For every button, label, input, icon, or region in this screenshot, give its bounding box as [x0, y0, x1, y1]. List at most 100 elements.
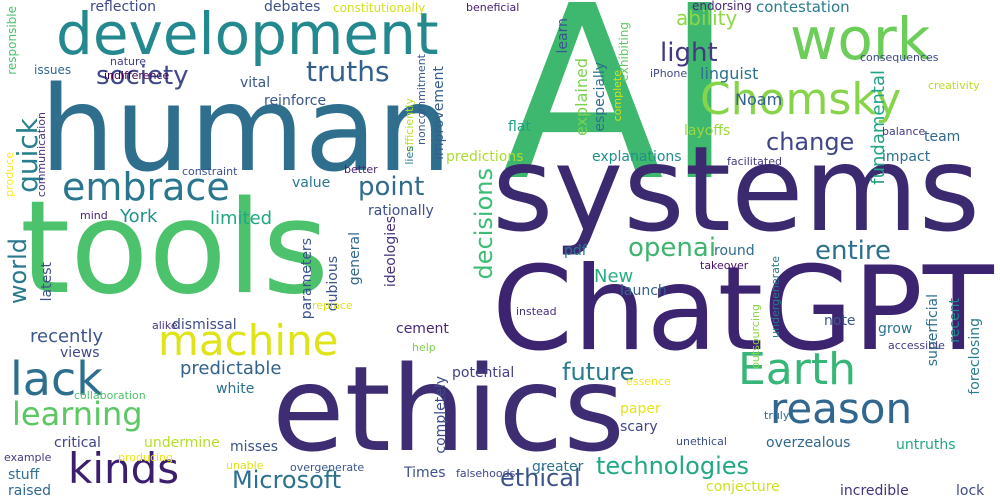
word: raised	[8, 483, 52, 499]
word: potential	[452, 365, 515, 381]
word: unable	[226, 459, 264, 472]
word: takeover	[700, 259, 749, 272]
word: better	[344, 163, 378, 176]
word: point	[358, 172, 425, 202]
word: beneficial	[466, 1, 520, 14]
word: reason	[770, 384, 913, 433]
word: tools	[20, 174, 330, 323]
word: dismissal	[172, 317, 237, 333]
word: openai	[628, 233, 717, 263]
word: mind	[80, 209, 108, 222]
word: iPhone	[650, 67, 688, 80]
word: systems	[492, 120, 981, 258]
word: round	[714, 243, 755, 259]
word: balance	[882, 125, 926, 138]
word: recently	[30, 326, 104, 347]
word: reflection	[90, 0, 157, 15]
word: noncommitment	[415, 54, 428, 146]
word: instead	[516, 305, 557, 318]
word: decisions	[470, 168, 498, 280]
word: ChatGPT	[492, 242, 994, 377]
word: consequences	[860, 51, 939, 64]
word: superficial	[925, 294, 941, 367]
word: producing	[118, 451, 174, 464]
word: untruths	[896, 437, 956, 453]
word: produce	[3, 152, 16, 197]
word: latest	[39, 262, 55, 302]
word: machine	[158, 316, 339, 365]
word: white	[216, 381, 255, 397]
word: grow	[878, 321, 913, 337]
word: development	[56, 0, 439, 68]
word: misses	[230, 439, 279, 455]
word: New	[594, 266, 634, 287]
word: accessible	[888, 339, 945, 352]
word: change	[766, 128, 855, 156]
word: ability	[676, 6, 738, 30]
word: example	[4, 451, 52, 464]
word: help	[412, 341, 436, 354]
word: general	[347, 232, 363, 286]
word: explained	[572, 58, 591, 137]
word: truly	[764, 409, 790, 422]
word: complete	[611, 70, 624, 122]
word: views	[60, 345, 100, 361]
word: ideologies	[383, 216, 399, 288]
word: outsourcing	[749, 304, 762, 369]
word: lies	[403, 146, 416, 165]
word: kinds	[68, 444, 180, 493]
word: learning	[12, 395, 143, 433]
word: undermine	[144, 435, 220, 451]
word: overzealous	[766, 435, 851, 451]
word: team	[924, 129, 961, 145]
word: constitutionally	[333, 1, 426, 15]
word: especially	[592, 62, 608, 132]
word: truths	[306, 55, 390, 88]
word: Earth	[738, 344, 856, 395]
word: endorsing	[692, 0, 752, 13]
word: nature	[110, 55, 147, 68]
word: rationally	[368, 203, 434, 219]
word: work	[790, 5, 931, 73]
word: undergenerate	[769, 256, 782, 338]
word: linguist	[700, 64, 759, 83]
word: predictable	[180, 358, 282, 379]
word: critical	[54, 435, 101, 451]
word: facilitated	[727, 155, 782, 168]
word: conjecture	[706, 479, 780, 495]
word: contestation	[756, 0, 850, 16]
word: improvement	[431, 66, 447, 160]
word: predictions	[446, 149, 524, 165]
word: alike	[152, 319, 178, 332]
word: ethics	[272, 340, 625, 478]
word: issues	[34, 63, 72, 77]
word: reinforce	[264, 93, 327, 109]
word: Microsoft	[232, 466, 342, 494]
word: impact	[882, 149, 931, 165]
word: explanations	[592, 149, 682, 165]
word: world	[4, 238, 32, 305]
word: layoffs	[684, 123, 731, 139]
word: Chomsky	[700, 74, 902, 125]
word: unethical	[676, 435, 727, 448]
word: replace	[312, 299, 353, 312]
word: embrace	[62, 165, 230, 209]
word: falsehoods	[456, 467, 516, 480]
word: collaboration	[74, 389, 146, 402]
word: human	[40, 60, 452, 198]
word: launch	[620, 283, 667, 299]
word: ethical	[500, 464, 581, 492]
word: limited	[210, 208, 273, 229]
word: light	[660, 38, 718, 68]
word: value	[292, 175, 331, 191]
word: entire	[815, 236, 892, 266]
word: debates	[264, 0, 321, 15]
word: greater	[532, 459, 584, 475]
word: completely	[433, 376, 449, 454]
word: vital	[240, 75, 271, 91]
word: York	[120, 206, 158, 227]
word: creativity	[928, 79, 980, 92]
word: communication	[35, 112, 48, 198]
word: stuff	[8, 467, 40, 483]
